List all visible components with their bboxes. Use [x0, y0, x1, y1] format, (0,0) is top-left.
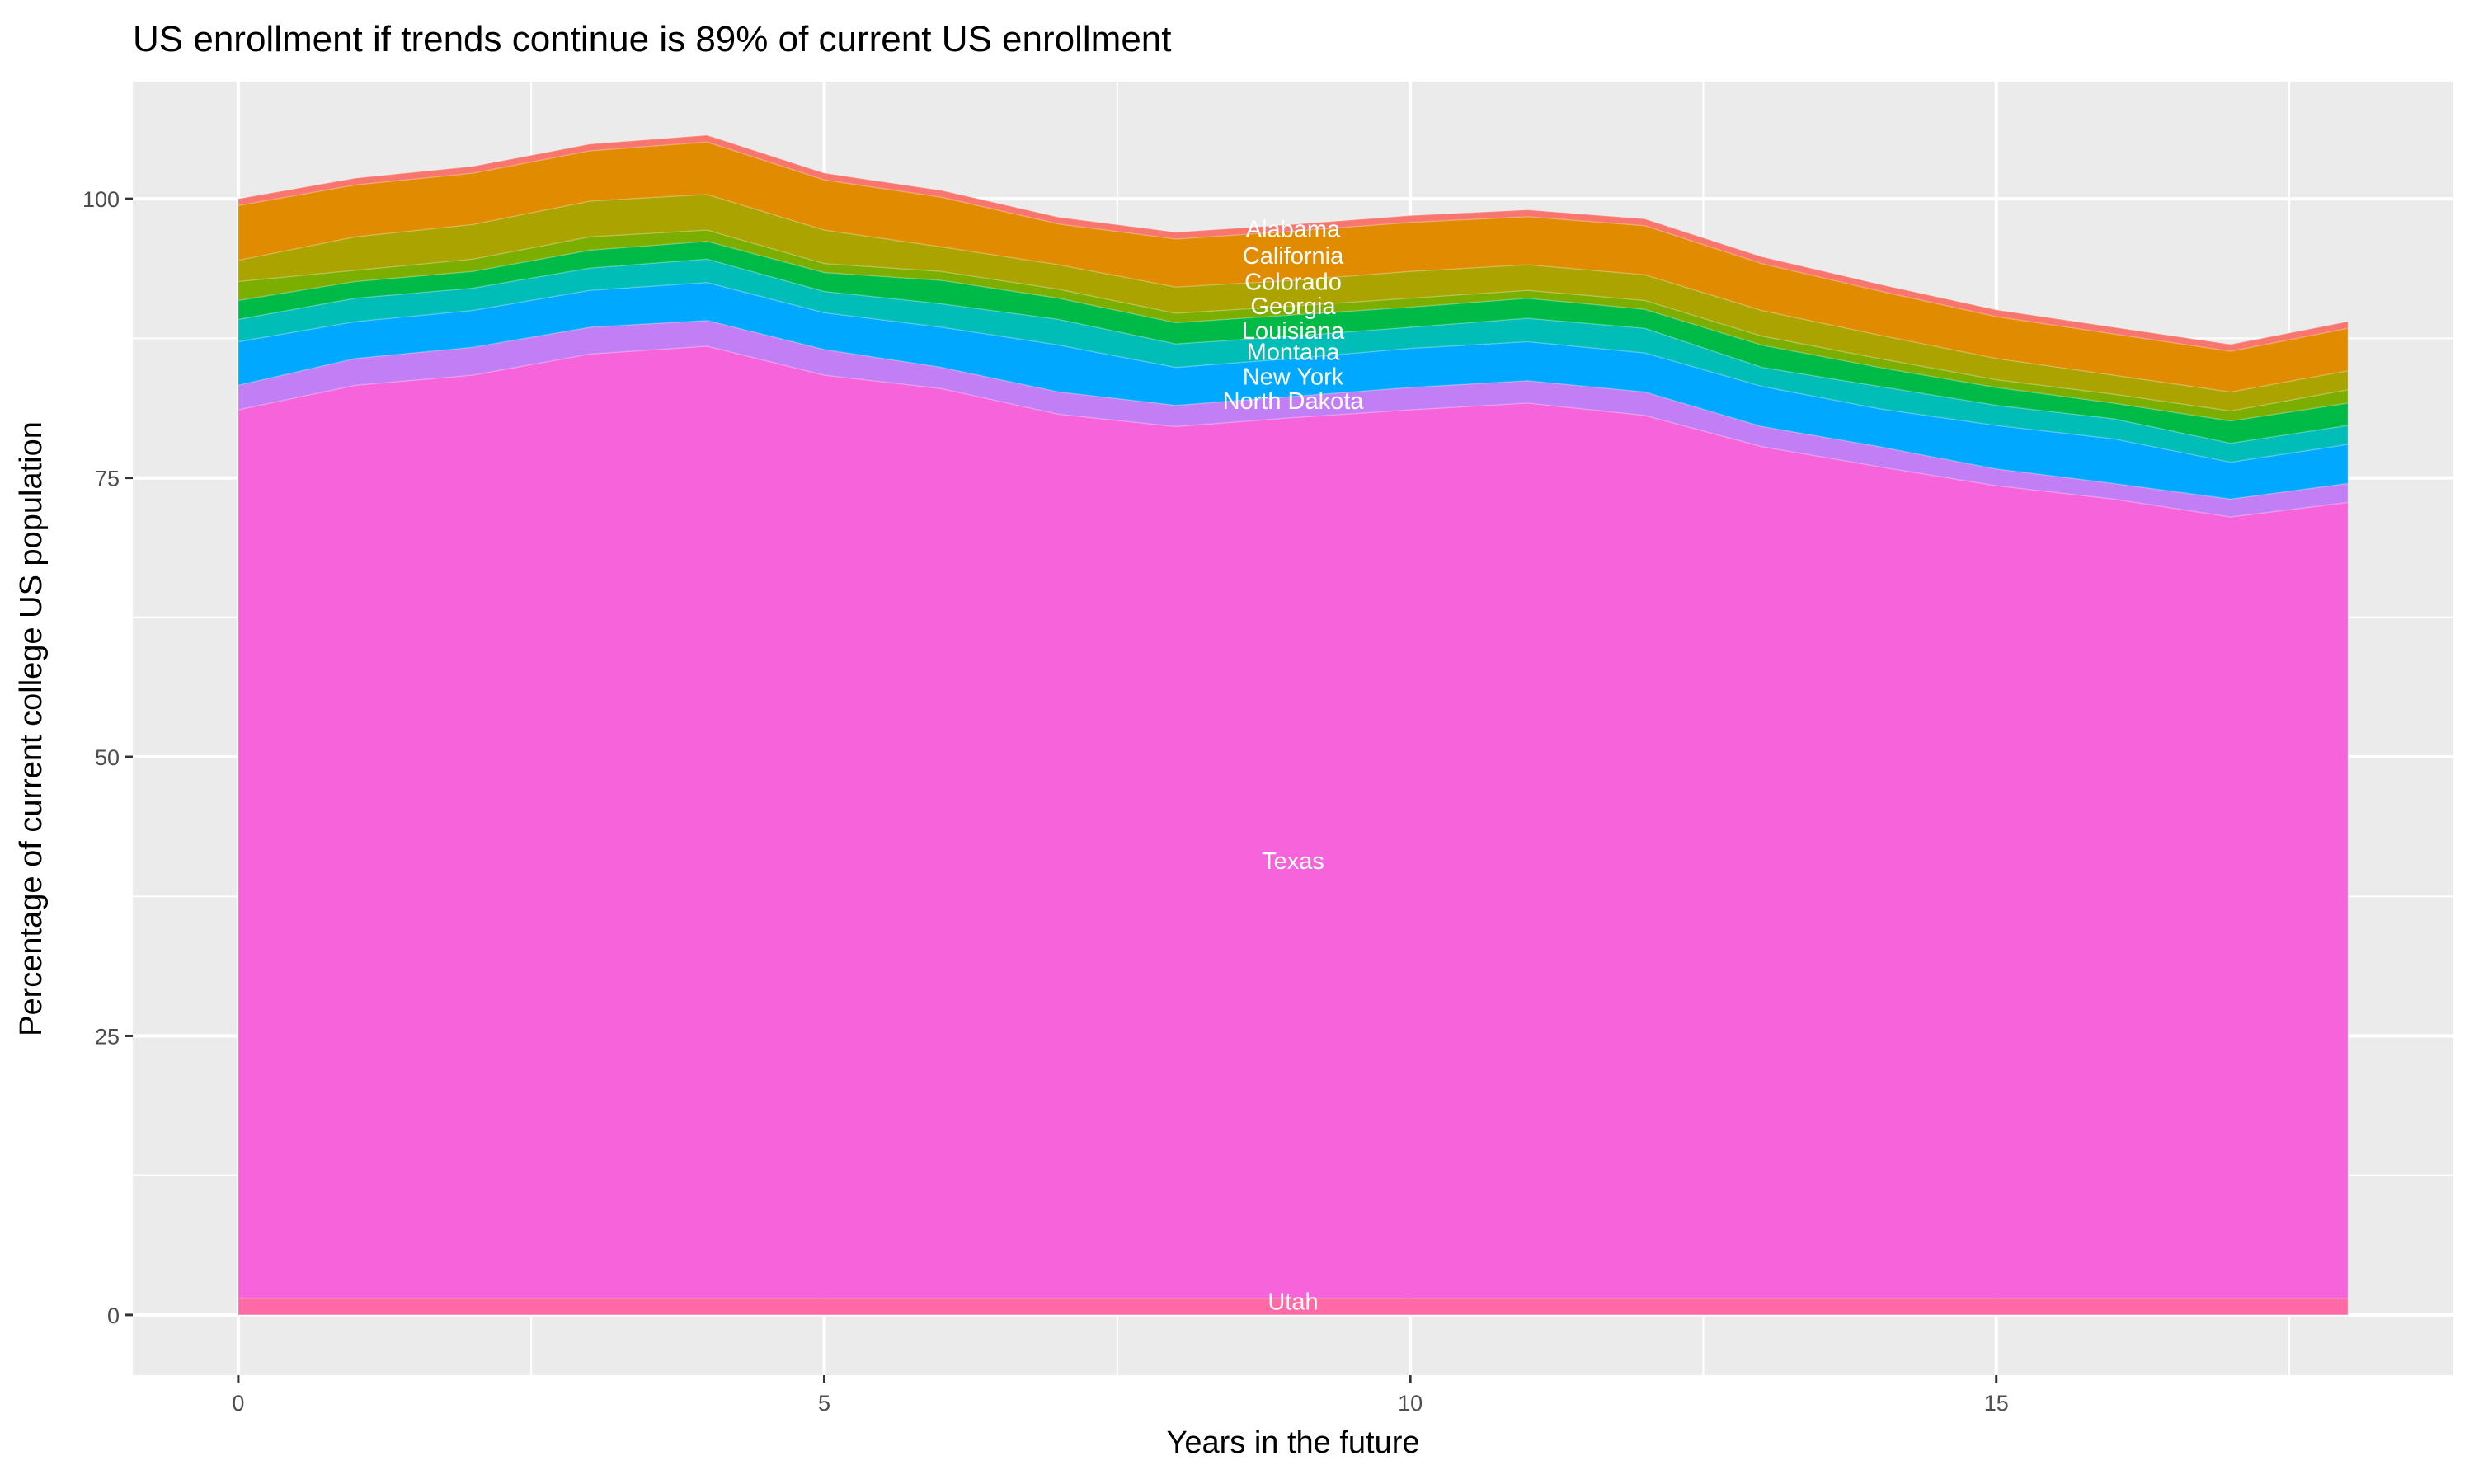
y-axis-title: Percentage of current college US populat…	[14, 421, 49, 1036]
area-label: New York	[1243, 364, 1344, 390]
area-layers	[238, 134, 2349, 1316]
area-label: Colorado	[1244, 269, 1342, 295]
y-tick-label: 50	[95, 745, 120, 770]
chart-title: US enrollment if trends continue is 89% …	[133, 19, 1171, 59]
area-layer-9	[238, 134, 2349, 352]
area-label: Utah	[1268, 1289, 1318, 1316]
y-tick-label: 0	[107, 1303, 120, 1328]
y-tick-label: 25	[95, 1024, 120, 1049]
x-tick-label: 15	[1984, 1391, 2009, 1416]
area-label: Alabama	[1246, 217, 1341, 243]
area-label: Montana	[1247, 340, 1341, 366]
area-label: Georgia	[1250, 294, 1336, 320]
x-tick-label: 0	[232, 1391, 244, 1416]
y-tick-label: 75	[95, 467, 120, 491]
area-label: North Dakota	[1223, 388, 1365, 415]
area-label: California	[1243, 243, 1344, 270]
area-label: Texas	[1262, 848, 1324, 875]
x-tick-label: 10	[1398, 1391, 1423, 1416]
area-labels: AlabamaCaliforniaColoradoGeorgiaLouisian…	[1223, 217, 1365, 1316]
area-label: Louisiana	[1242, 318, 1345, 345]
y-axis: 0 25 50 75 100	[82, 187, 133, 1328]
x-axis-title: Years in the future	[1166, 1425, 1419, 1460]
x-tick-label: 5	[818, 1391, 830, 1416]
x-axis: 0 5 10 15	[232, 1375, 2009, 1416]
y-tick-label: 100	[82, 187, 120, 212]
